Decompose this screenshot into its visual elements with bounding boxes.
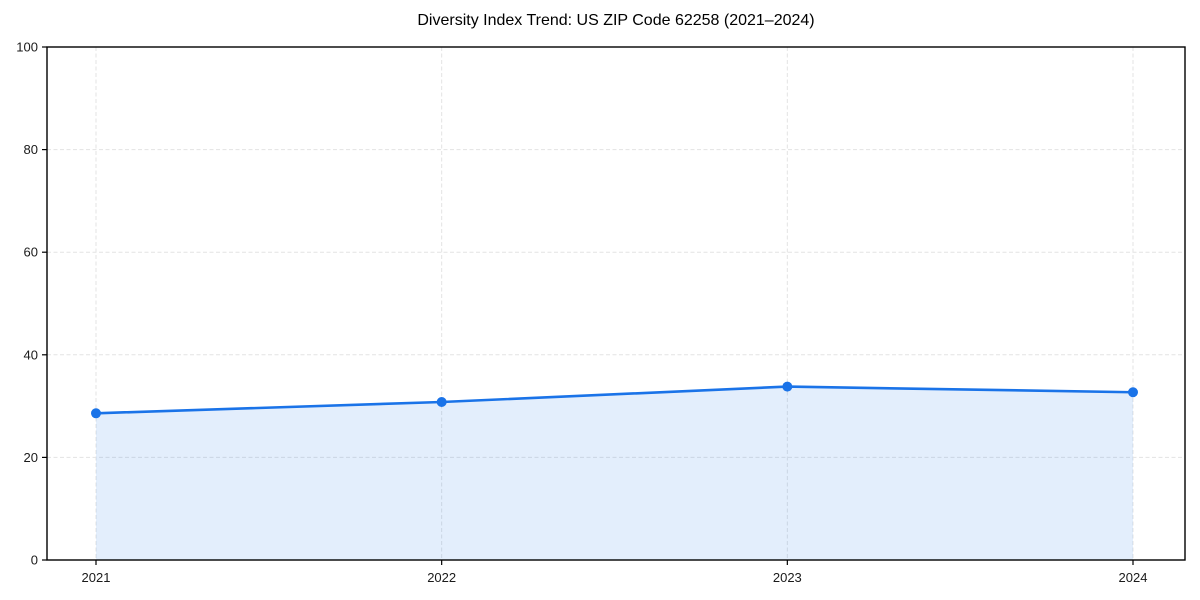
trend-line xyxy=(94,385,1135,415)
x-tick-label: 2024 xyxy=(1119,570,1148,585)
y-tick-label: 80 xyxy=(24,142,38,157)
data-point-2024 xyxy=(1128,387,1138,398)
chart-title: Diversity Index Trend: US ZIP Code 62258… xyxy=(417,12,815,29)
data-point-2021 xyxy=(91,408,101,419)
y-tick-label: 100 xyxy=(16,40,38,55)
x-tick-label: 2021 xyxy=(82,570,111,585)
x-tick-label: 2023 xyxy=(773,570,802,585)
y-tick-label: 40 xyxy=(24,347,38,362)
data-point-2022 xyxy=(436,396,447,407)
y-tick-label: 20 xyxy=(24,450,38,465)
y-tick-label: 0 xyxy=(31,553,38,568)
area-fill xyxy=(96,386,1133,560)
data-point-2023 xyxy=(782,381,793,392)
x-tick-label: 2022 xyxy=(427,570,456,585)
plot-border xyxy=(46,46,1186,561)
y-tick-label: 60 xyxy=(24,245,38,260)
